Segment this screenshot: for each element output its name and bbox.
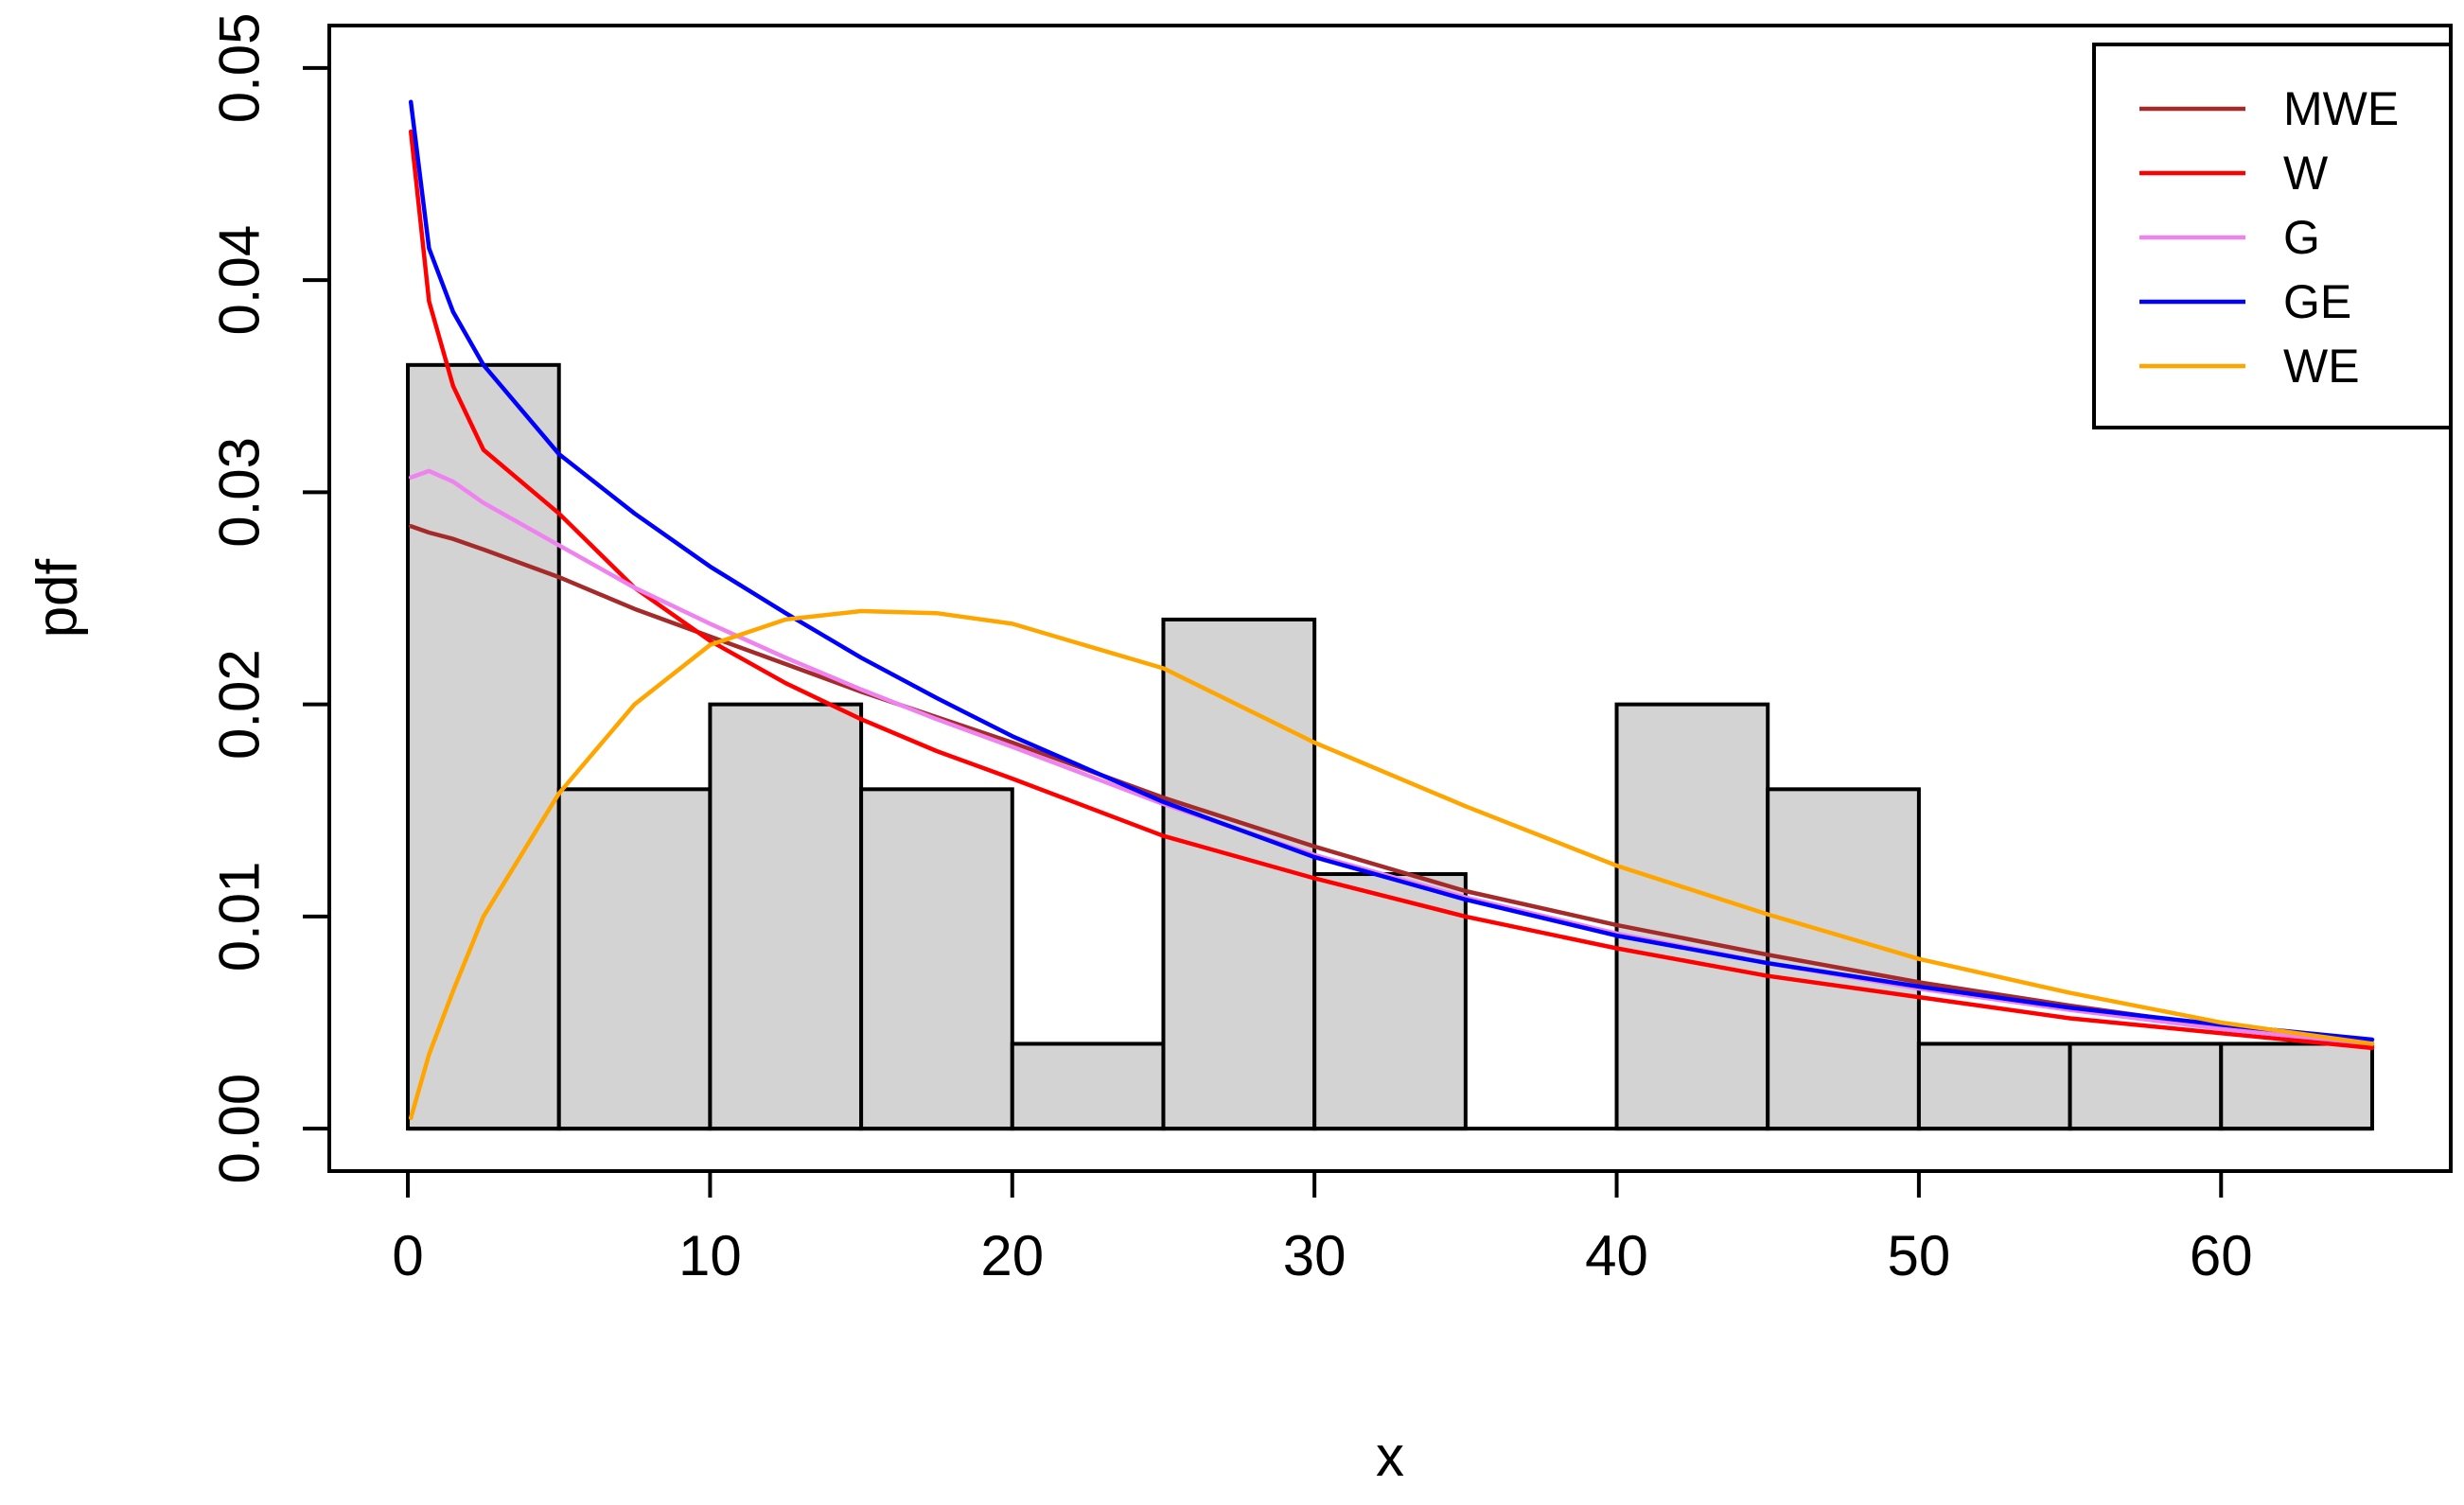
series-line-ge [408,99,2375,1042]
y-tick-label: 0.05 [208,12,272,123]
y-axis-title: pdf [26,558,89,638]
legend-label: G [2283,211,2320,264]
x-axis-title: x [1376,1425,1404,1488]
histogram-bars [406,362,2374,1131]
histogram-bar [2068,1041,2224,1131]
y-tick-label: 0.00 [208,1074,272,1184]
series-line-we [408,608,2375,1121]
histogram-bar [1916,1041,2072,1131]
legend-label: WE [2283,340,2360,393]
x-tick-label: 30 [1283,1224,1346,1287]
histogram-bar [859,787,1014,1131]
legend-label: GE [2283,275,2351,328]
y-tick-label: 0.02 [208,649,272,760]
series-line-mwe [408,524,2375,1048]
density-curves [408,99,2375,1121]
histogram-bar [708,702,864,1131]
legend: MWE WG GE WE [2092,43,2453,429]
histogram-bar [2219,1041,2374,1131]
histogram-bar [1312,872,1468,1131]
histogram-bar [1010,1041,1166,1131]
y-tick-label: 0.01 [208,861,272,971]
series-line-w [408,129,2375,1051]
x-axis: 0 10 20 30 40 50 60 [392,1169,2253,1287]
legend-label: MWE [2283,82,2399,135]
x-tick-label: 40 [1585,1224,1648,1287]
histogram-bar [1614,702,1770,1131]
x-tick-label: 10 [678,1224,742,1287]
y-axis: 0.00 0.01 0.02 0.03 0.04 0.05 [208,12,331,1184]
y-tick-label: 0.04 [208,225,272,336]
legend-label: W [2283,147,2329,200]
x-tick-label: 60 [2190,1224,2253,1287]
histogram-bar [406,362,561,1131]
x-tick-label: 50 [1888,1224,1951,1287]
x-tick-label: 20 [980,1224,1044,1287]
histogram-bar [556,787,713,1131]
y-tick-label: 0.03 [208,437,272,548]
x-tick-label: 0 [392,1224,423,1287]
